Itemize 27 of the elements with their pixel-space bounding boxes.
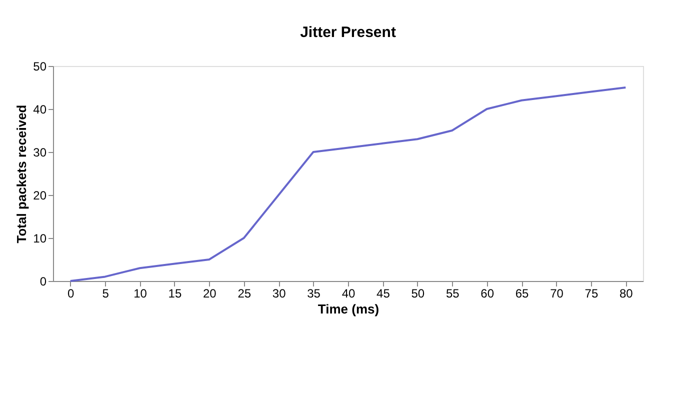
x-tick-label: 20 [202,286,217,300]
x-tick-label: 30 [272,286,286,300]
x-tick-label: 5 [102,286,110,300]
y-tick-label: 0 [40,274,47,288]
x-axis-title: Time (ms) [318,302,380,316]
y-tick-label: 10 [33,232,47,246]
x-tick-label: 10 [134,286,148,300]
x-tick-label: 70 [550,286,564,300]
x-tick-label: 60 [480,286,494,300]
x-tick-label: 40 [342,286,356,300]
x-tick-label: 65 [515,286,530,300]
x-tick-label: 45 [376,286,390,300]
y-axis-title: Total packets received [14,104,30,244]
y-tick-label: 50 [33,60,47,74]
x-tick-label: 55 [446,286,460,300]
x-tick-label: 80 [619,286,634,300]
y-tick-label: 30 [33,146,47,160]
x-tick-label: 50 [411,286,425,300]
x-tick-label: 25 [238,286,252,300]
y-tick-label: 40 [33,102,47,116]
x-tick-label: 0 [68,286,75,300]
x-tick-label: 15 [168,286,182,300]
y-tick-label: 20 [33,188,47,202]
chart-title: Jitter Present [300,24,396,41]
line-series [69,86,627,282]
x-tick-label: 75 [584,286,598,300]
x-tick-label: 35 [307,286,321,300]
